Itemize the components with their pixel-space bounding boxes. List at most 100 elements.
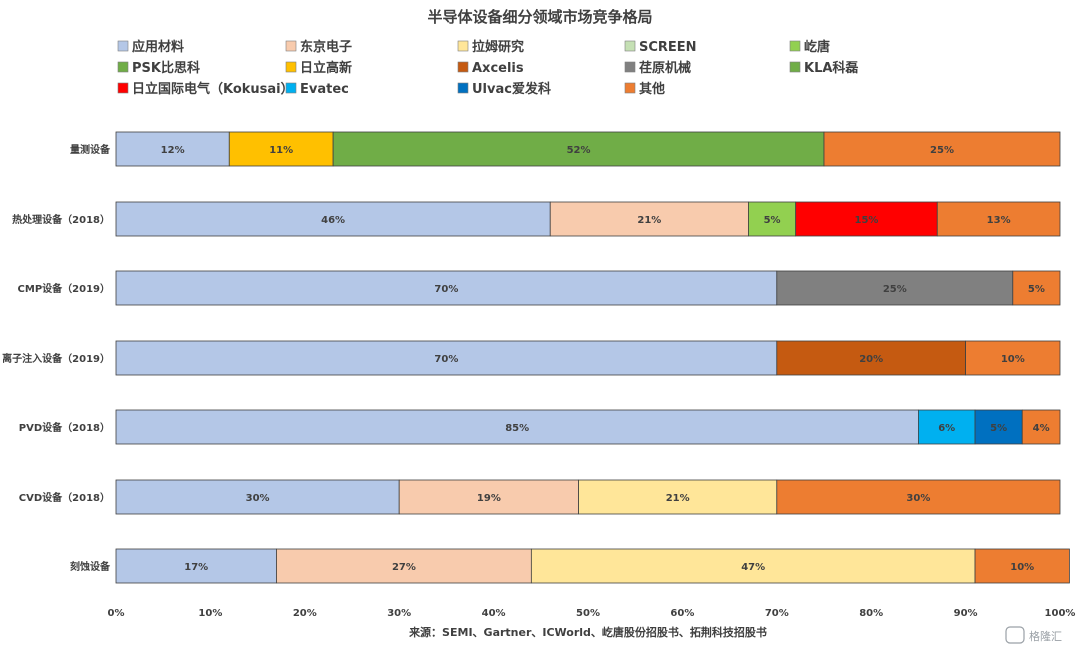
x-tick-label: 90% xyxy=(954,608,978,619)
legend-label: 拉姆研究 xyxy=(472,39,524,55)
category-label: PVD设备（2018） xyxy=(19,421,110,434)
legend-swatch xyxy=(624,61,636,73)
data-label: 10% xyxy=(1001,354,1025,365)
category-label: CMP设备（2019） xyxy=(18,282,110,295)
legend-label: 日立国际电气（Kokusai） xyxy=(132,81,294,97)
bar-segment xyxy=(398,479,579,515)
legend-swatch xyxy=(789,40,801,52)
legend-label: 其他 xyxy=(639,81,665,97)
x-tick-label: 50% xyxy=(576,608,600,619)
data-label: 30% xyxy=(906,493,930,504)
legend-label: 屹唐 xyxy=(804,39,830,55)
category-label: 离子注入设备（2019） xyxy=(2,352,110,365)
legend-label: SCREEN xyxy=(639,40,697,55)
legend-label: 应用材料 xyxy=(132,39,184,55)
source-note: 来源：SEMI、Gartner、ICWorld、屹唐股份招股书、拓荆科技招股书 xyxy=(408,625,767,639)
data-label: 4% xyxy=(1033,423,1050,434)
legend-swatch xyxy=(457,40,469,52)
watermark-logo-icon xyxy=(1005,626,1025,644)
data-label: 5% xyxy=(1028,284,1045,295)
x-tick-label: 100% xyxy=(1045,608,1076,619)
legend-swatch xyxy=(117,82,129,94)
data-label: 17% xyxy=(184,562,208,573)
data-label: 25% xyxy=(883,284,907,295)
data-label: 12% xyxy=(161,145,185,156)
x-tick-label: 40% xyxy=(482,608,506,619)
data-label: 70% xyxy=(434,354,458,365)
x-tick-label: 80% xyxy=(859,608,883,619)
x-axis: 0% 10% 20% 30% 40% 50% 60% 70% 80% 90% 100% xyxy=(108,608,1076,619)
bar-segment xyxy=(748,201,797,237)
legend-label: Evatec xyxy=(300,82,349,97)
bar-segment xyxy=(228,131,334,167)
data-label: 13% xyxy=(987,215,1011,226)
x-tick-label: 70% xyxy=(765,608,789,619)
bar-segment xyxy=(776,340,966,376)
data-label: 20% xyxy=(859,354,883,365)
bar-segment xyxy=(276,548,532,584)
bar-segment xyxy=(965,340,1061,376)
watermark: 格隆汇 xyxy=(1005,626,1062,644)
x-tick-label: 30% xyxy=(387,608,411,619)
legend-swatch xyxy=(457,61,469,73)
bar-segment xyxy=(776,479,1061,515)
x-tick-label: 0% xyxy=(108,608,125,619)
bar-segment xyxy=(974,548,1070,584)
legend-label: 日立高新 xyxy=(300,60,352,76)
data-label: 19% xyxy=(477,493,501,504)
bar-segment xyxy=(578,479,778,515)
legend-swatch xyxy=(285,82,297,94)
legend-swatch xyxy=(789,61,801,73)
legend-swatch xyxy=(117,61,129,73)
watermark-text: 格隆汇 xyxy=(1029,629,1062,643)
bar-segment xyxy=(115,340,778,376)
data-label: 27% xyxy=(392,562,416,573)
bar-segment xyxy=(823,131,1061,167)
bar-segment xyxy=(795,201,938,237)
data-label: 5% xyxy=(764,215,781,226)
bar-segment xyxy=(936,201,1061,237)
data-label: 70% xyxy=(434,284,458,295)
legend-swatch xyxy=(117,40,129,52)
data-label: 30% xyxy=(246,493,270,504)
data-label: 85% xyxy=(505,423,529,434)
data-label: 15% xyxy=(855,215,879,226)
legend-label: Axcelis xyxy=(472,61,524,76)
bar-segment xyxy=(1021,409,1061,445)
legend-swatch xyxy=(624,40,636,52)
legend-swatch xyxy=(457,82,469,94)
legend: 应用材料 东京电子 拉姆研究 SCREEN 屹唐 PSK比思科 日立高新 Axcelis 荏原机… xyxy=(117,39,858,97)
bar-segment xyxy=(115,131,230,167)
bar-segment xyxy=(115,409,919,445)
legend-label: 荏原机械 xyxy=(639,60,691,76)
category-label: 量测设备 xyxy=(70,143,111,156)
chart-title: 半导体设备细分领域市场竞争格局 xyxy=(427,8,652,26)
bar-segment xyxy=(115,479,400,515)
data-label: 10% xyxy=(1010,562,1034,573)
data-label: 47% xyxy=(741,562,765,573)
bar-segment xyxy=(549,201,749,237)
legend-label: KLA科磊 xyxy=(804,60,858,76)
data-label: 21% xyxy=(637,215,661,226)
legend-label: PSK比思科 xyxy=(132,60,200,76)
bar-segment xyxy=(974,409,1023,445)
legend-swatch xyxy=(285,40,297,52)
legend-swatch xyxy=(285,61,297,73)
category-label: CVD设备（2018） xyxy=(19,491,110,504)
data-label: 21% xyxy=(666,493,690,504)
bar-segment xyxy=(332,131,825,167)
legend-label: 东京电子 xyxy=(300,39,352,55)
data-label: 5% xyxy=(990,423,1007,434)
bars-group: 12% 11% 52% 25% 46% 21% 5% 15% 13% 70% 25% 5% 70% 20%… xyxy=(115,131,1070,584)
bar-segment xyxy=(115,270,778,306)
data-label: 6% xyxy=(938,423,955,434)
x-tick-label: 20% xyxy=(293,608,317,619)
bar-segment xyxy=(918,409,976,445)
data-label: 25% xyxy=(930,145,954,156)
legend-swatch xyxy=(624,82,636,94)
data-label: 46% xyxy=(321,215,345,226)
data-label: 52% xyxy=(567,145,591,156)
x-tick-label: 60% xyxy=(670,608,694,619)
